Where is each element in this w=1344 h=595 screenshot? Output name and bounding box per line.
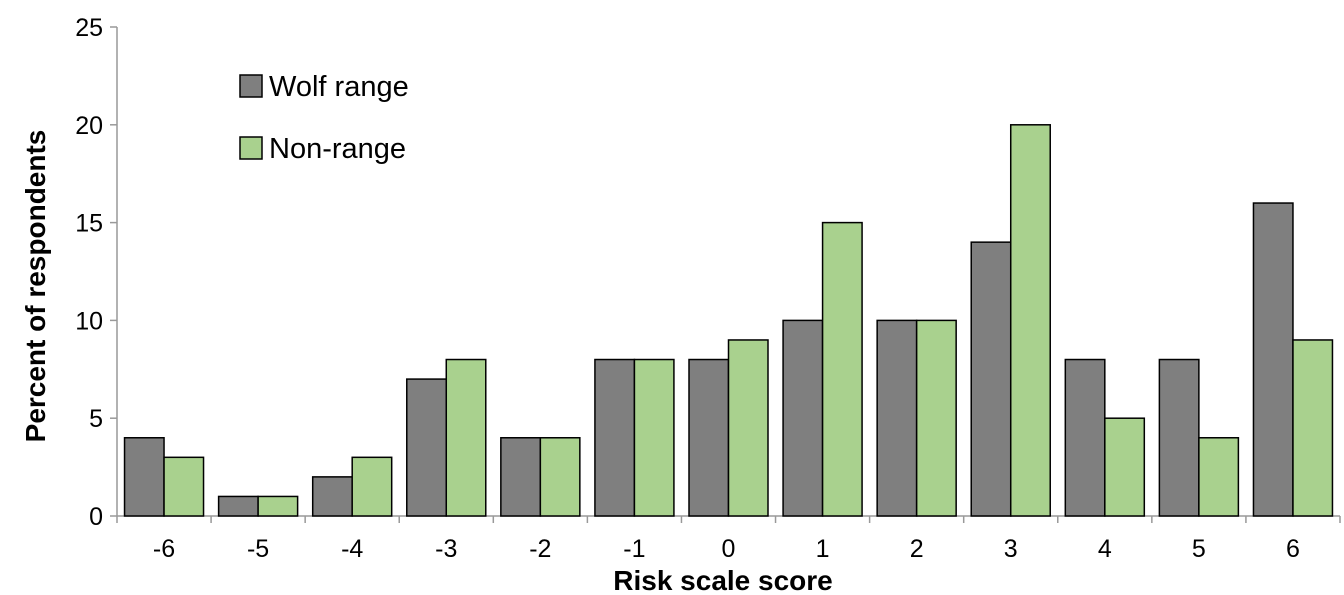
bar-non-range-3	[1009, 124, 1051, 517]
bar-non-range-2	[915, 319, 957, 517]
x-tick-label: -5	[247, 535, 269, 563]
bar-wolf-range--1	[594, 358, 636, 517]
bar-wolf-range-2	[876, 319, 918, 517]
bar-non-range-4	[1104, 417, 1146, 517]
x-tick-label: 1	[816, 535, 830, 563]
x-tick-label: -3	[435, 535, 457, 563]
bar-wolf-range-1	[782, 319, 824, 517]
y-tick-label: 15	[75, 210, 103, 238]
x-tick-label: 3	[1004, 535, 1018, 563]
legend-swatch-wolf-range	[239, 74, 263, 98]
y-tick-label: 0	[89, 503, 103, 531]
x-axis-title: Risk scale score	[613, 565, 833, 595]
y-axis: 0 5 10 15 20 25	[75, 14, 118, 531]
bar-wolf-range-3	[970, 241, 1012, 517]
bar-non-range-5	[1198, 437, 1240, 517]
x-tick-label: 5	[1192, 535, 1206, 563]
legend-label-non-range: Non-range	[269, 133, 406, 165]
bar-wolf-range--5	[217, 495, 259, 517]
y-axis-title: Percent of respondents	[20, 130, 51, 443]
bar-wolf-range--2	[500, 437, 542, 517]
bar-non-range-6	[1292, 339, 1334, 517]
x-tick-label: 2	[910, 535, 924, 563]
x-tick-label: 6	[1286, 535, 1300, 563]
bar-wolf-range--6	[123, 437, 165, 517]
bar-non-range-1	[821, 221, 863, 517]
bar-non-range--3	[445, 358, 487, 517]
bar-non-range--6	[163, 456, 205, 517]
legend-swatch-non-range	[239, 136, 263, 160]
bar-wolf-range-4	[1064, 358, 1106, 517]
bar-wolf-range-6	[1252, 202, 1294, 517]
x-tick-label: -2	[529, 535, 551, 563]
bar-non-range--2	[539, 437, 581, 517]
bar-wolf-range-0	[688, 358, 730, 517]
y-tick-label: 25	[75, 14, 103, 42]
bar-non-range-0	[727, 339, 769, 517]
bar-non-range--5	[257, 495, 299, 517]
x-tick-label: 0	[722, 535, 736, 563]
bar-wolf-range--3	[406, 378, 448, 517]
legend: Wolf range Non-range	[239, 71, 409, 165]
bar-wolf-range--4	[311, 476, 353, 517]
x-tick-label: -1	[623, 535, 645, 563]
y-tick-label: 10	[75, 307, 103, 335]
bar-non-range--4	[351, 456, 393, 517]
bar-non-range--1	[633, 358, 675, 517]
bar-wolf-range-5	[1158, 358, 1200, 517]
x-tick-label: -4	[341, 535, 363, 563]
y-tick-label: 20	[75, 112, 103, 140]
x-tick-label: 4	[1098, 535, 1112, 563]
x-tick-label: -6	[153, 535, 175, 563]
bars	[123, 124, 1334, 517]
x-axis: -6 -5 -4 -3 -2 -1 0 1 2 3 4 5 6	[116, 515, 1341, 563]
legend-label-wolf-range: Wolf range	[269, 71, 409, 103]
y-tick-label: 5	[89, 405, 103, 433]
